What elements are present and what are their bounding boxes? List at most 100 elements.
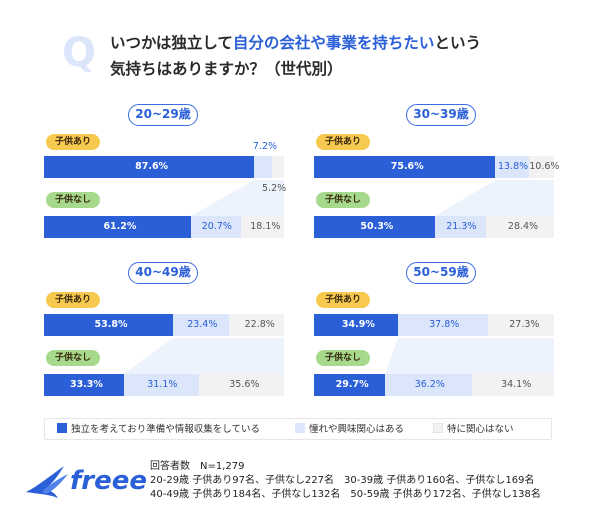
- legend-swatch-interested: [295, 423, 305, 433]
- title-part1: いつかは独立して: [110, 34, 233, 52]
- data-label-not-interested: 27.3%: [509, 319, 540, 330]
- bar-segment-preparing: [44, 374, 124, 396]
- title-highlight: 自分の会社や事業を持ちたい: [232, 34, 435, 52]
- data-label-preparing: 34.9%: [341, 319, 375, 330]
- title-line2: 気持ちはありますか？（世代別）: [110, 60, 343, 78]
- bar-segment-preparing: [314, 314, 398, 336]
- data-label-interested: 31.1%: [147, 379, 178, 390]
- bar-segment-interested: [190, 216, 241, 238]
- bird-icon: [26, 466, 68, 498]
- bar-segment-not-interested: [472, 374, 554, 396]
- bar-with-children: 87.6% 7.2% 5.2%: [44, 141, 286, 194]
- connector-band: [190, 180, 284, 216]
- bar-segment-not-interested: [229, 314, 284, 336]
- bar-segment-not-interested: [271, 156, 284, 178]
- age-group-title: 40~49歳: [128, 262, 198, 284]
- legend-swatch-not-interested: [433, 423, 443, 433]
- data-label-interested: 37.8%: [429, 319, 460, 330]
- connector-band: [385, 338, 554, 374]
- row-connector: [190, 180, 284, 216]
- data-label-preparing: 87.6%: [135, 161, 169, 172]
- bar-segment-interested: [254, 156, 272, 178]
- tag-without-children: 子供なし: [316, 350, 371, 366]
- bar-segment-interested: [397, 314, 489, 336]
- bar-without-children: 33.3% 31.1% 35.6%: [44, 374, 284, 396]
- row-connector: [434, 180, 554, 216]
- bar-segment-not-interested: [528, 156, 554, 178]
- data-label-preparing: 29.7%: [335, 379, 369, 390]
- row-connector: [385, 338, 554, 374]
- data-label-not-interested: 22.8%: [244, 319, 275, 330]
- chart-panel: 40~49歳 子供あり 53.8% 23.4% 22.8% 子供なし 33.3% 31.1% 3…: [44, 262, 284, 402]
- bar-segment-interested: [495, 156, 529, 178]
- bar-with-children: 53.8% 23.4% 22.8%: [44, 314, 284, 336]
- respondents-line-1: 20-29歳 子供あり97名、子供なし227名 30-39歳 子供あり160名、…: [150, 475, 535, 486]
- bar-segment-preparing: [314, 374, 386, 396]
- bar-segment-interested: [173, 314, 230, 336]
- bar-without-children: 50.3% 21.3% 28.4%: [314, 216, 554, 238]
- age-group-title: 30~39歳: [406, 104, 476, 126]
- bar-segment-not-interested: [198, 374, 284, 396]
- bar-segment-interested: [434, 216, 486, 238]
- data-label-interested: 21.3%: [446, 221, 477, 232]
- chart-panel: 50~59歳子供あり 34.9% 37.8% 27.3% 子供なし 29.7% 36.2% 3…: [314, 262, 554, 402]
- q-mark: Q: [62, 30, 97, 76]
- bar-segment-not-interested: [488, 314, 554, 336]
- title-part2: という: [434, 34, 481, 52]
- legend-label-preparing: 独立を考えており準備や情報収集をしている: [71, 424, 260, 435]
- legend-item-not-interested: 特に関心はない: [433, 423, 514, 437]
- bar-segment-not-interested: [240, 216, 284, 238]
- bar-segment-interested: [123, 374, 199, 396]
- data-label-preparing: 75.6%: [390, 161, 424, 172]
- bar-without-children: 61.2% 20.7% 18.1%: [44, 216, 284, 238]
- data-label-not-interested: 10.6%: [529, 161, 560, 172]
- data-label-interested: 20.7%: [201, 221, 232, 232]
- page-title: いつかは独立して自分の会社や事業を持ちたいという 気持ちはありますか？（世代別）: [110, 30, 580, 82]
- bar-segment-preparing: [44, 314, 174, 336]
- bar-without-children: 29.7% 36.2% 34.1%: [314, 374, 554, 396]
- connector-band: [123, 338, 284, 374]
- data-label-not-interested: 5.2%: [262, 183, 287, 194]
- legend-label-interested: 憧れや興味関心はある: [309, 424, 405, 435]
- chart-panel: 20~29歳子供あり 87.6% 7.2% 5.2% 子供なし 61.2% 20.7% 18.…: [44, 104, 286, 244]
- tag-with-children: 子供あり: [316, 134, 371, 150]
- bar-segment-preparing: [314, 156, 496, 178]
- tag-with-children: 子供あり: [46, 292, 101, 308]
- respondents-total: 回答者数 N=1,279: [150, 461, 245, 472]
- connector-band: [434, 180, 554, 216]
- data-label-not-interested: 28.4%: [507, 221, 539, 232]
- bar-segment-interested: [385, 374, 473, 396]
- tag-with-children: 子供あり: [316, 292, 371, 308]
- tag-with-children: 子供あり: [46, 134, 101, 150]
- data-label-not-interested: 18.1%: [250, 221, 281, 232]
- legend-label-not-interested: 特に関心はない: [447, 424, 514, 435]
- bar-segment-preparing: [314, 216, 435, 238]
- data-label-not-interested: 34.1%: [501, 379, 532, 390]
- bar-with-children: 75.6% 13.8% 10.6%: [314, 156, 559, 178]
- logo-text: freee: [70, 466, 148, 496]
- age-group-title: 20~29歳: [128, 104, 198, 126]
- data-label-preparing: 53.8%: [94, 319, 128, 330]
- tag-without-children: 子供なし: [46, 350, 101, 366]
- legend-item-preparing: 独立を考えており準備や情報収集をしている: [57, 423, 260, 437]
- freee-logo: freee: [24, 462, 147, 504]
- row-connector: [123, 338, 284, 374]
- age-group-title: 50~59歳: [406, 262, 476, 284]
- data-label-preparing: 33.3%: [69, 379, 103, 390]
- data-label-interested: 13.8%: [498, 161, 529, 172]
- data-label-interested: 23.4%: [187, 319, 218, 330]
- data-label-interested: 7.2%: [252, 141, 278, 152]
- chart-panel: 30~39歳子供あり 75.6% 13.8% 10.6% 子供なし 50.3% 21.3% 2…: [314, 104, 559, 244]
- bar-segment-preparing: [44, 156, 255, 178]
- data-label-preparing: 61.2%: [103, 221, 137, 232]
- bar-segment-preparing: [44, 216, 191, 238]
- tag-without-children: 子供なし: [316, 192, 371, 208]
- legend-item-interested: 憧れや興味関心はある: [295, 423, 404, 437]
- bar-with-children: 34.9% 37.8% 27.3%: [314, 314, 554, 336]
- data-label-interested: 36.2%: [414, 379, 445, 390]
- legend: 独立を考えており準備や情報収集をしている 憧れや興味関心はある 特に関心はない: [44, 418, 552, 440]
- tag-without-children: 子供なし: [46, 192, 101, 208]
- data-label-preparing: 50.3%: [360, 221, 394, 232]
- legend-swatch-preparing: [57, 423, 67, 433]
- respondents-line-2: 40-49歳 子供あり184名、子供なし132名 50-59歳 子供あり172名…: [150, 489, 541, 500]
